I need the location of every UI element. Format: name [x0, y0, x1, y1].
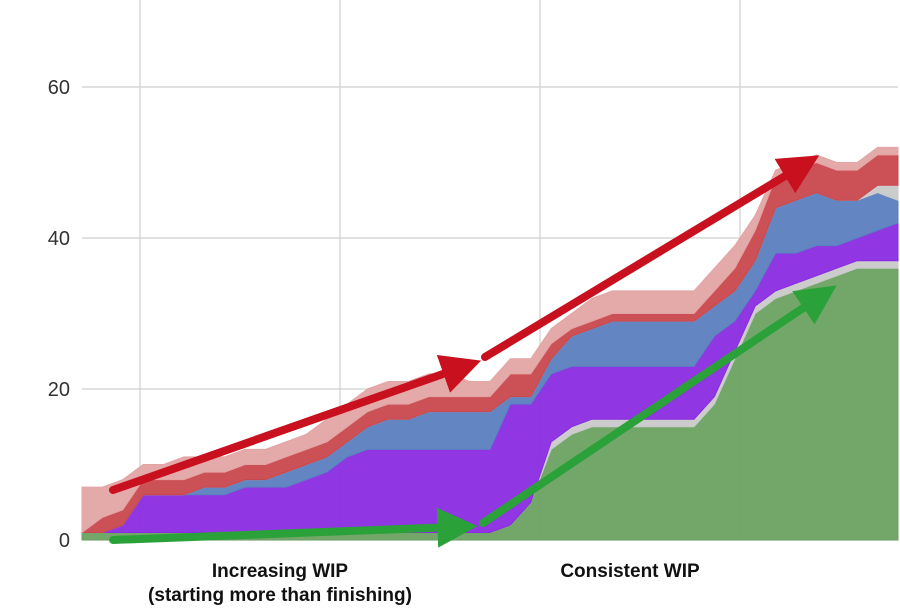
red-arrow-late: [481, 155, 820, 361]
annotation-consistent-wip-line1: Consistent WIP: [560, 561, 700, 582]
y-axis-ticks: 0 20 40 60: [48, 77, 70, 552]
area-series-6: [81, 146, 899, 534]
y-tick-label-20: 20: [48, 379, 70, 401]
trend-arrows: [109, 155, 837, 548]
green-arrow-late: [479, 285, 837, 527]
annotation-increasing-wip-line1: Increasing WIP: [211, 561, 349, 582]
y-tick-label-40: 40: [48, 228, 70, 250]
annotation-increasing-wip: Increasing WIP (starting more than finis…: [130, 560, 430, 608]
y-tick-label-0: 0: [59, 530, 70, 552]
annotation-increasing-wip-line2: (starting more than finishing): [148, 585, 412, 606]
green-arrow-early: [109, 507, 478, 548]
annotation-consistent-wip: Consistent WIP: [510, 560, 750, 584]
red-arrow-early: [109, 354, 482, 494]
stacked-areas: [80, 146, 899, 541]
y-tick-label-60: 60: [48, 77, 70, 99]
